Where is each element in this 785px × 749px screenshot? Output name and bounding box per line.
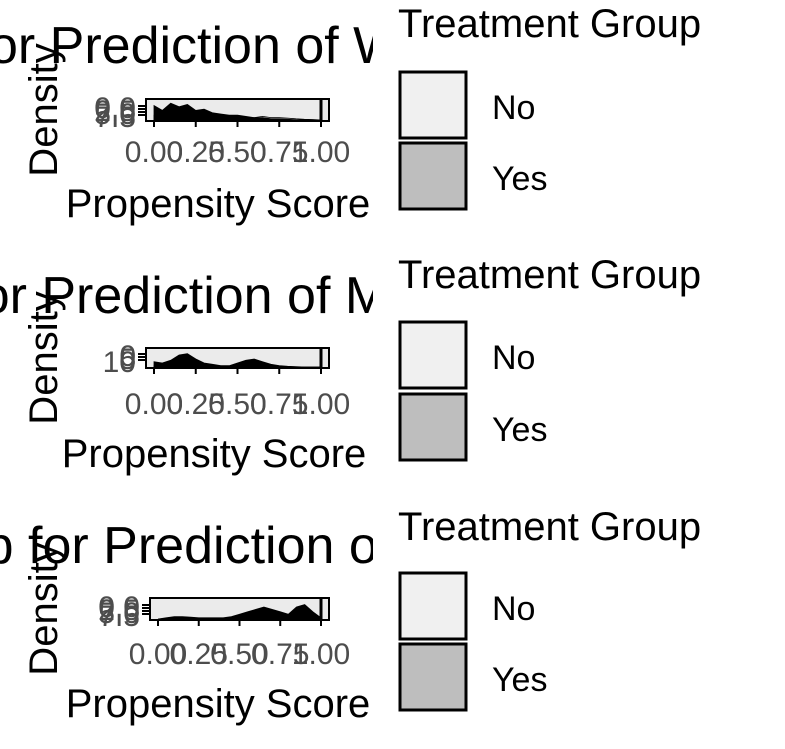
x-tick-label: 0.50 (210, 638, 268, 671)
x-axis-label: Propensity Score (66, 682, 371, 726)
y-axis-label: Density (22, 291, 66, 424)
x-tick-label: 0.00 (125, 136, 183, 169)
y-axis-label: Density (22, 542, 66, 675)
y-tick-label: 5.0 (94, 98, 136, 131)
legend-key-yes (398, 642, 468, 712)
legend-label: No (492, 339, 535, 377)
legend-key-yes (398, 141, 468, 211)
x-tick-label: 0.50 (208, 136, 266, 169)
y-tick-label: 7.5 (98, 600, 140, 633)
legend-label: Yes (492, 411, 547, 449)
x-tick-label: 0.50 (208, 388, 266, 421)
y-tick-label: 5 (119, 343, 136, 376)
legend-key-yes (398, 392, 468, 462)
density-area-no (153, 102, 321, 121)
chart-title: Overlap for Prediction of Monthly Sport … (0, 267, 785, 325)
x-tick-label: 1.00 (292, 136, 350, 169)
legend-title: Treatment Group (398, 2, 701, 46)
x-tick-label: 0.25 (170, 638, 228, 671)
y-tick-label: 5.0 (98, 597, 140, 630)
x-tick-label: 1.00 (292, 388, 350, 421)
legend-title: Treatment Group (398, 253, 701, 297)
x-tick-label: 0.25 (167, 136, 225, 169)
chart-panel-1: Overlap for Prediction of Weekly Sport P… (0, 2, 785, 226)
legend-label: No (492, 590, 535, 628)
x-axis-label: Propensity Score (66, 182, 371, 226)
y-tick-label: 0.0 (94, 92, 136, 125)
x-tick-label: 1.00 (292, 638, 350, 671)
y-tick-label: 0 (119, 340, 136, 373)
x-axis-label: Propensity Score (62, 432, 367, 476)
x-tick-label: 0.25 (167, 388, 225, 421)
chart-panel-3: Overlap for Prediction of No Sport Parti… (0, 505, 785, 726)
legend-label: Yes (492, 661, 547, 699)
y-tick-label: 2.5 (94, 95, 136, 128)
y-tick-label: 2.5 (98, 594, 140, 627)
legend-key-no (398, 320, 468, 390)
chart-panel-2: Overlap for Prediction of Monthly Sport … (0, 253, 785, 476)
legend-title: Treatment Group (398, 505, 701, 549)
legend-label: No (492, 89, 535, 127)
x-tick-label: 0.00 (125, 388, 183, 421)
density-area-no (157, 604, 322, 620)
y-tick-label: 7.5 (94, 101, 136, 134)
x-tick-label: 0.75 (250, 136, 308, 169)
y-tick-label: 10 (103, 346, 136, 379)
legend-key-no (398, 70, 468, 140)
legend-label: Yes (492, 160, 547, 198)
y-axis-label: Density (22, 43, 66, 176)
density-area-no (153, 353, 321, 368)
legend-key-no (398, 571, 468, 641)
x-tick-label: 0.00 (129, 638, 187, 671)
chart-title: Overlap for Prediction of Weekly Sport P… (0, 17, 785, 75)
chart-title: Overlap for Prediction of No Sport Parti… (0, 517, 785, 575)
y-tick-label: 0.0 (98, 591, 140, 624)
x-tick-label: 0.75 (251, 638, 309, 671)
x-tick-label: 0.75 (250, 388, 308, 421)
